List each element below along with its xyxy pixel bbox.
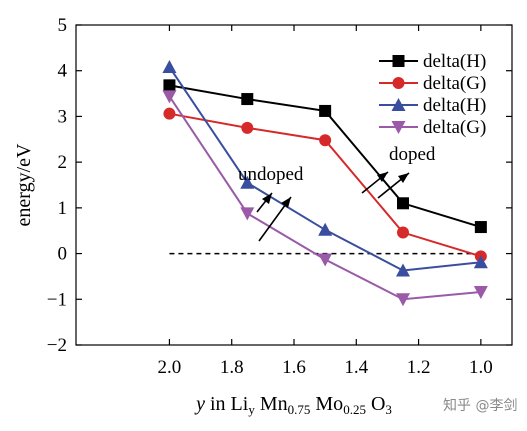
annotation-undoped: undoped [238, 164, 304, 242]
y-tick-label: 2 [58, 152, 68, 173]
series-4-point [240, 207, 255, 221]
y-tick-label: −1 [47, 289, 67, 310]
x-tick-label: 1.4 [344, 357, 368, 378]
x-tick-label: 2.0 [158, 357, 182, 378]
x-tick-label: 1.0 [469, 357, 493, 378]
series-3-point [473, 255, 488, 269]
series-4-point [162, 90, 177, 104]
annotation-doped-arrowhead-1 [377, 172, 388, 182]
series-3-point [162, 60, 177, 74]
y-tick-label: 5 [58, 15, 68, 36]
series-3-point [318, 222, 333, 236]
annotation-doped: doped [361, 144, 436, 199]
series-3-point [240, 175, 255, 189]
x-axis-title-var: y [194, 393, 205, 415]
x-tick-label: 1.2 [407, 357, 431, 378]
series-2 [163, 107, 487, 263]
legend-label: delta(G) [423, 117, 486, 138]
series-1-point [319, 104, 332, 117]
series-4-point [473, 285, 488, 299]
y-tick-label: 3 [58, 106, 68, 127]
y-axis: 5 4 3 2 1 0 −1 −2 [47, 15, 512, 356]
legend-label: delta(H) [423, 51, 486, 72]
legend-swatch-marker [391, 98, 406, 111]
series-2-point [163, 107, 176, 120]
series-1-point [474, 221, 487, 234]
x-tick-label: 1.6 [282, 357, 306, 378]
y-tick-label: 4 [58, 61, 68, 82]
series-1 [163, 79, 487, 234]
series-2-point [397, 226, 409, 239]
legend-label: delta(G) [423, 73, 486, 94]
series-4-point [318, 253, 333, 267]
legend-item-2: delta(G) [379, 73, 486, 94]
annotation-undoped-arrowhead-2 [281, 197, 291, 208]
legend-item-1: delta(H) [379, 51, 486, 72]
series-2-point [319, 134, 332, 147]
series-1-point [397, 197, 409, 210]
y-axis-title: energy/eV [13, 143, 35, 226]
x-axis-title: y in Liy Mn0.75 Mo0.25 O3 [194, 393, 392, 417]
annotation-undoped-label: undoped [238, 164, 304, 185]
y-tick-label: 1 [58, 198, 68, 219]
series-3 [162, 60, 488, 277]
watermark: 知乎 @李剑 [443, 397, 517, 414]
series-4-point [396, 293, 410, 307]
series-1-point [241, 93, 254, 106]
legend: delta(H)delta(G)delta(H)delta(G) [379, 51, 486, 138]
x-axis: 2.0 1.8 1.6 1.4 1.2 1.0 [158, 25, 493, 378]
legend-item-3: delta(H) [379, 95, 486, 116]
annotation-doped-label: doped [389, 144, 436, 165]
legend-swatch-marker [392, 77, 405, 89]
series-group [162, 60, 488, 307]
legend-swatch-marker [391, 121, 406, 134]
y-tick-label: −2 [47, 335, 67, 356]
legend-swatch-marker [392, 55, 405, 67]
y-tick-label: 0 [58, 244, 68, 265]
series-1-point [163, 79, 176, 92]
x-tick-label: 1.8 [220, 357, 244, 378]
legend-item-4: delta(G) [379, 117, 486, 138]
legend-label: delta(H) [423, 95, 486, 116]
annotation-undoped-arrowhead-1 [262, 193, 272, 204]
annotation-doped-arrowhead-2 [398, 173, 409, 183]
series-3-point [396, 263, 410, 277]
series-2-point [241, 121, 254, 134]
series-4 [162, 90, 488, 307]
